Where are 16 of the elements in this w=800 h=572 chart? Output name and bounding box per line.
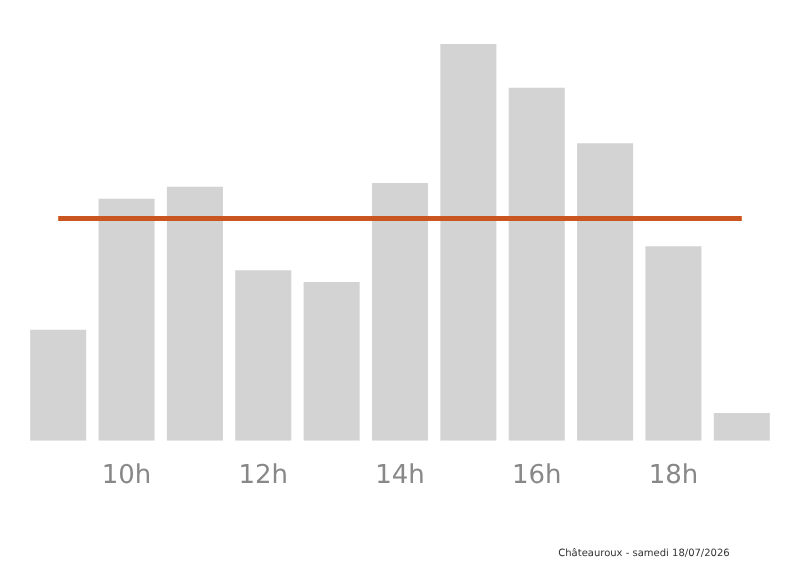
bar [371,182,429,441]
bar [577,143,634,441]
bar [98,198,155,441]
x-tick-label: 16h [511,461,562,492]
x-tick-label: 12h [238,461,289,492]
x-tick-label: 14h [375,461,425,492]
bar [166,186,223,441]
bar [235,270,292,441]
bar [303,282,360,441]
bar [508,87,565,441]
bar [645,246,702,441]
bar [713,413,770,441]
bar [30,329,87,441]
bar [440,44,497,441]
x-tick-label: 10h [101,461,152,492]
x-tick-label: 18h [648,461,699,492]
